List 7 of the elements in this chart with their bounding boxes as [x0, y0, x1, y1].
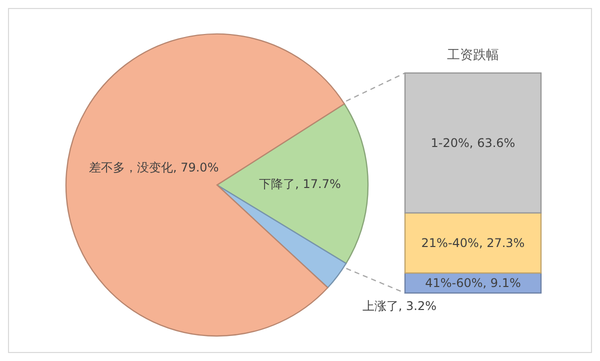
data-label: 41%-60%, 9.1%	[425, 276, 521, 290]
data-label: 1-20%, 63.6%	[430, 136, 516, 150]
data-label: 21%-40%, 27.3%	[421, 236, 525, 250]
slice-label: 上涨了, 3.2%	[362, 299, 436, 314]
chart-title: 工资跌幅	[447, 48, 499, 63]
slice-label: 下降了, 17.7%	[259, 177, 341, 192]
slice-label: 差不多，没变化, 79.0%	[88, 160, 219, 174]
